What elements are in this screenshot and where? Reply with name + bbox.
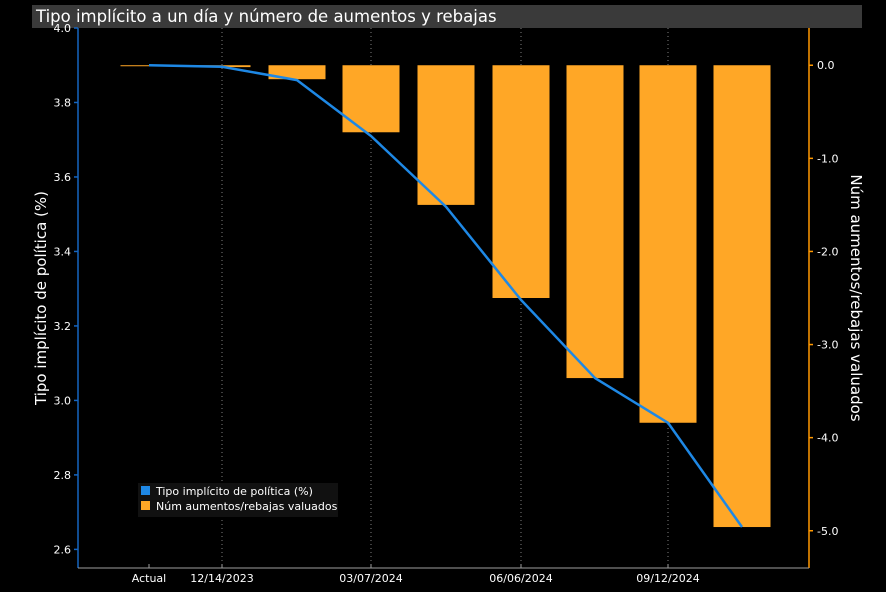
right-tick-label: -5.0: [817, 525, 838, 538]
x-tick-label: Actual: [132, 572, 166, 585]
right-tick-label: -1.0: [817, 152, 838, 165]
x-tick-label: 03/07/2024: [339, 572, 402, 585]
right-tick-label: -4.0: [817, 432, 838, 445]
bar: [268, 65, 326, 80]
legend-swatch-bars: [141, 501, 150, 510]
left-tick-label: 3.4: [54, 245, 72, 258]
left-tick-label: 3.0: [54, 394, 72, 407]
legend-label-line: Tipo implícito de política (%): [155, 485, 313, 498]
right-tick-label: -2.0: [817, 245, 838, 258]
left-tick-label: 3.2: [54, 320, 72, 333]
left-tick-label: 3.6: [54, 171, 72, 184]
bar: [417, 65, 475, 205]
legend-swatch-line: [141, 486, 150, 495]
bar-series: [120, 65, 771, 528]
x-tick-label: 12/14/2023: [190, 572, 253, 585]
axes: 4.0 3.8 3.6 3.4 3.2 3.0 2.8 2.6 Tipo implícito d…: [32, 22, 865, 585]
right-tick-label: 0.0: [817, 59, 835, 72]
right-axis-title: Núm aumentos/rebajas valuados: [847, 174, 865, 421]
left-axis-title: Tipo implícito de política (%): [32, 191, 50, 406]
bar: [492, 65, 550, 298]
legend-box: [138, 483, 338, 517]
chart-title: Tipo implícito a un día y número de aume…: [36, 7, 497, 26]
legend-label-bars: Núm aumentos/rebajas valuados: [156, 500, 338, 513]
bar: [639, 65, 697, 423]
left-tick-label: 2.8: [54, 469, 72, 482]
legend: Tipo implícito de política (%) Núm aument…: [138, 483, 338, 517]
right-tick-label: -3.0: [817, 339, 838, 352]
left-tick-label: 4.0: [54, 22, 72, 35]
line-series: [148, 63, 744, 528]
x-tick-label: 06/06/2024: [489, 572, 552, 585]
left-tick-label: 3.8: [54, 96, 72, 109]
x-tick-label: 09/12/2024: [636, 572, 699, 585]
bar: [566, 65, 624, 379]
chart-title-bar: Tipo implícito a un día y número de aume…: [32, 5, 862, 28]
left-tick-label: 2.6: [54, 543, 72, 556]
bar: [713, 65, 771, 528]
policy-rate-line: [148, 63, 744, 528]
